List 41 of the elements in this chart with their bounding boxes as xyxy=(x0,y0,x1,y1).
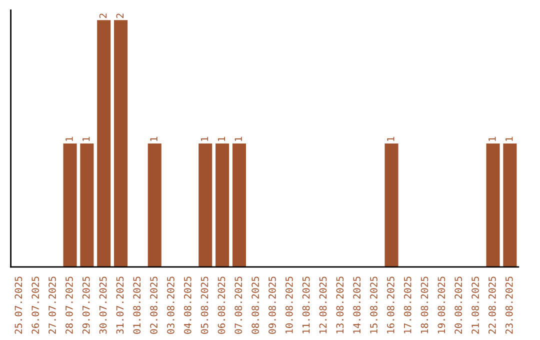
x-tick-label: 07.08.2025 xyxy=(234,276,242,334)
x-tick-label: 25.07.2025 xyxy=(14,276,22,334)
data-label: 1 xyxy=(387,136,394,141)
x-tick-label: 03.08.2025 xyxy=(167,276,174,334)
x-tick-label: 11.08.2025 xyxy=(302,276,310,334)
x-tick-label: 18.08.2025 xyxy=(420,276,428,334)
data-label: 1 xyxy=(218,136,226,141)
x-tick-label: 10.08.2025 xyxy=(285,276,293,334)
x-tick-label: 28.07.2025 xyxy=(66,276,73,334)
data-label: 1 xyxy=(506,136,513,141)
x-tick-label: 15.08.2025 xyxy=(370,276,378,334)
x-tick-label: 16.08.2025 xyxy=(386,276,394,334)
x-tick-label: 20.08.2025 xyxy=(454,276,462,334)
x-tick-label: 26.07.2025 xyxy=(32,276,40,334)
x-tick-label: 04.08.2025 xyxy=(184,276,192,334)
x-tick-label: 08.08.2025 xyxy=(252,276,259,334)
x-tick-label: 31.07.2025 xyxy=(116,276,124,334)
x-tick-label: 01.08.2025 xyxy=(133,276,141,334)
x-tick-label: 22.08.2025 xyxy=(488,276,496,334)
x-tick-label: 14.08.2025 xyxy=(353,276,361,334)
x-tick-label: 29.07.2025 xyxy=(82,276,90,334)
x-tick-label: 02.08.2025 xyxy=(150,276,158,334)
x-tick-label: 05.08.2025 xyxy=(200,276,208,334)
x-tick-label: 12.08.2025 xyxy=(319,276,327,334)
x-tick-label: 30.07.2025 xyxy=(99,276,107,334)
data-label: 2 xyxy=(116,14,124,18)
data-label: 1 xyxy=(150,136,158,141)
data-label: 2 xyxy=(99,14,107,18)
x-tick-label: 06.08.2025 xyxy=(218,276,226,334)
data-label: 1 xyxy=(488,136,496,141)
x-tick-label: 13.08.2025 xyxy=(336,276,344,334)
data-label: 1 xyxy=(234,136,242,141)
x-tick-label: 17.08.2025 xyxy=(404,276,412,334)
x-tick-label: 27.07.2025 xyxy=(48,276,56,334)
x-tick-label: 19.08.2025 xyxy=(438,276,446,334)
x-tick-label: 09.08.2025 xyxy=(268,276,276,334)
x-tick-label: 23.08.2025 xyxy=(505,276,513,334)
data-label: 1 xyxy=(82,136,90,141)
data-label: 1 xyxy=(66,136,73,141)
data-label: 1 xyxy=(201,136,208,141)
x-tick-label: 21.08.2025 xyxy=(472,276,479,334)
